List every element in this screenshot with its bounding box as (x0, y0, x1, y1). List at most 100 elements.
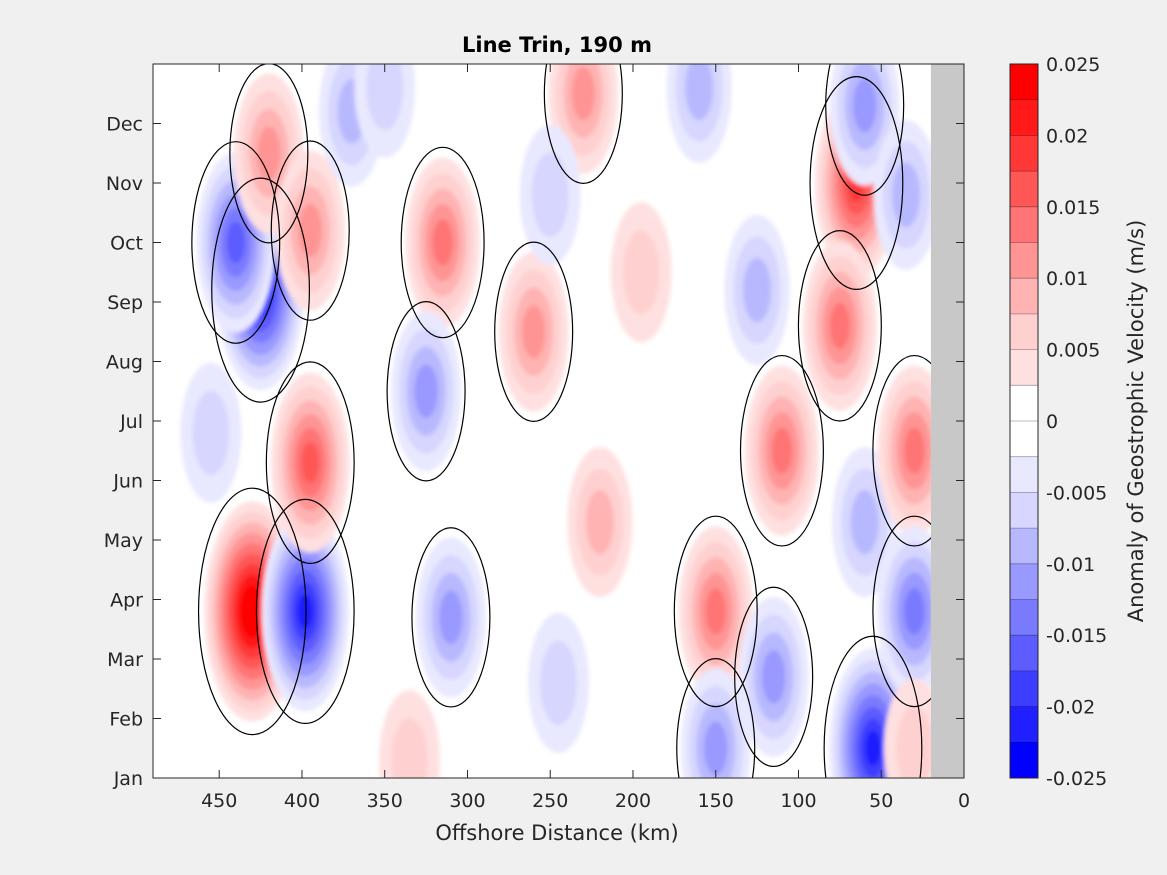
anomaly-level (685, 64, 714, 120)
colorbar-label: Anomaly of Geostrophic Velocity (m/s) (1124, 220, 1148, 623)
zero-contour (386, 301, 466, 482)
y-tick-label: Aug (106, 352, 143, 374)
anomaly-blob (567, 447, 633, 598)
x-tick-label: 300 (449, 790, 485, 812)
anomaly-level (414, 364, 438, 418)
anomaly-level (226, 221, 245, 264)
zero-contour (825, 64, 905, 196)
anomaly-level (432, 219, 453, 266)
anomaly-blob (498, 251, 569, 412)
anomaly-level (192, 390, 230, 475)
anomaly-level (366, 64, 403, 130)
y-tick-label: Nov (106, 173, 143, 195)
zero-contour (823, 635, 923, 778)
x-tick-label: 400 (284, 790, 320, 812)
anomaly-blob (678, 526, 753, 697)
anomaly-level (245, 595, 260, 628)
colorbar-segment (1010, 64, 1038, 101)
anomaly-level (743, 257, 772, 323)
colorbar-segment (1010, 528, 1038, 565)
chart-title: Line Trin, 190 m (462, 33, 652, 57)
anomaly-level (623, 230, 660, 315)
anomaly-level (850, 490, 879, 555)
zero-contour (673, 515, 758, 708)
anomaly-level (904, 427, 925, 474)
colorbar-segment (1010, 670, 1038, 708)
anomaly-level (865, 730, 881, 766)
x-tick-label: 50 (869, 790, 893, 812)
anomaly-level (391, 718, 428, 778)
y-tick-label: Dec (106, 114, 143, 136)
x-tick-label: 150 (698, 790, 734, 812)
anomaly-blob (832, 447, 898, 598)
colorbar-tick-label: -0.025 (1046, 768, 1107, 790)
y-tick-label: Feb (109, 709, 143, 731)
anomaly-blob (354, 64, 416, 158)
anomaly-blob (802, 240, 877, 411)
anomaly-blob (271, 372, 350, 553)
colorbar-tick-label: 0.025 (1046, 54, 1100, 76)
zero-contour (265, 361, 355, 565)
colorbar-tick-label: -0.02 (1046, 697, 1095, 719)
anomaly-level (771, 427, 793, 474)
zero-contour (494, 241, 574, 422)
anomaly-blob (234, 73, 304, 234)
anomaly-level (301, 441, 320, 484)
zero-contour (734, 586, 814, 768)
anomaly-level (297, 593, 313, 630)
colorbar-segment (1010, 99, 1038, 136)
colorbar-segment (1010, 635, 1038, 672)
colorbar-segment (1010, 742, 1038, 779)
y-tick-label: Jul (119, 411, 143, 433)
colorbar-tick-label: 0 (1046, 411, 1058, 433)
zero-contour (197, 487, 307, 736)
colorbar-segment (1010, 135, 1038, 172)
colorbar-frame (1009, 63, 1039, 779)
zero-contour (191, 141, 281, 344)
zero-contour (543, 64, 623, 184)
colorbar-segment (1010, 599, 1038, 636)
colorbar-segment (1010, 349, 1038, 386)
y-tick-label: Jun (112, 471, 143, 493)
y-tick-label: Apr (110, 590, 143, 612)
zero-contour (229, 64, 309, 244)
colorbar-segment (1010, 278, 1038, 315)
colorbar-segment (1010, 563, 1038, 600)
x-axis-label: Offshore Distance (km) (435, 821, 678, 845)
anomaly-blob (744, 365, 819, 536)
anomaly-blob (666, 64, 732, 163)
anomaly-level (896, 706, 933, 778)
zero-contour (400, 146, 485, 339)
colorbar: 0.025 0.02 0.015 0.01 0.005 0 -0.005 -0.01 -0.01… (1009, 54, 1107, 790)
anomaly-level (853, 78, 877, 133)
zero-contour (211, 177, 311, 403)
colorbar-tick-label: -0.005 (1046, 482, 1107, 504)
colorbar-segment (1010, 206, 1038, 243)
x-tick-label: 450 (201, 790, 237, 812)
y-tick-label: May (104, 530, 143, 552)
anomaly-level (439, 590, 463, 645)
x-axis-ticks: 450 400 350 300 250 200 150 100 50 0 (201, 64, 970, 812)
zero-contour (739, 354, 824, 547)
anomaly-level (522, 305, 546, 359)
colorbar-segment (1010, 421, 1038, 458)
colorbar-segment (1010, 456, 1038, 493)
zero-contour (270, 140, 350, 321)
anomaly-field (180, 64, 952, 778)
anomaly-level (904, 588, 925, 635)
x-tick-label: 0 (958, 790, 970, 812)
anomaly-blob (873, 119, 939, 270)
anomaly-blob (391, 311, 461, 472)
plot-area: 450 400 350 300 250 200 150 100 50 0 Jan Feb Mar Apr… (104, 63, 970, 812)
colorbar-tick-label: 0.015 (1046, 197, 1100, 219)
anomaly-blob (724, 215, 790, 366)
colorbar-segment (1010, 313, 1038, 351)
colorbar-tick-label: 0.01 (1046, 268, 1088, 290)
y-axis-ticks: Jan Feb Mar Apr May Jun Jul Aug Sep Oct Nov Dec (104, 114, 964, 790)
zero-contours (191, 64, 957, 778)
anomaly-level (892, 162, 921, 228)
anomaly-blob (379, 690, 440, 778)
colorbar-segment (1010, 242, 1038, 279)
x-tick-label: 100 (780, 790, 816, 812)
